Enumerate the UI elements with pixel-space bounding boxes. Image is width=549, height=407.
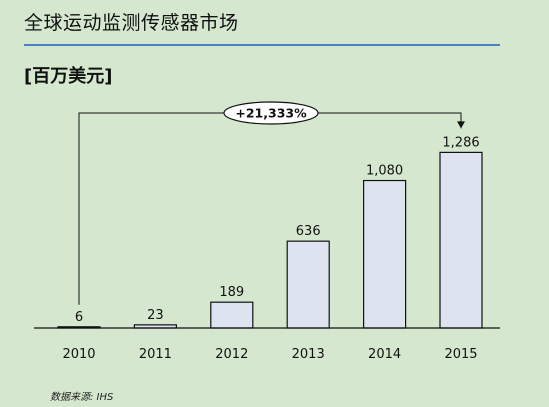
bar-2013: [286, 240, 330, 329]
value-label-2013: 636: [296, 224, 321, 239]
value-label-2015: 1,286: [442, 135, 479, 150]
value-label-2010: 6: [75, 310, 83, 325]
x-tick-2013: 2013: [292, 347, 325, 362]
x-tick-2010: 2010: [62, 347, 95, 362]
value-label-2014: 1,080: [366, 164, 403, 179]
bars-group: [57, 151, 483, 329]
bar-2014: [363, 179, 407, 329]
growth-badge-text: +21,333%: [235, 106, 307, 121]
value-labels-group: 6 23 189 636 1,080 1,286: [75, 135, 480, 324]
bar-2015: [439, 151, 483, 329]
title-divider: [24, 44, 500, 46]
x-tick-2014: 2014: [368, 347, 401, 362]
growth-badge: [223, 101, 319, 125]
x-tick-2012: 2012: [215, 347, 248, 362]
value-label-2011: 23: [147, 308, 164, 323]
x-tick-2015: 2015: [444, 347, 477, 362]
value-label-2012: 189: [219, 285, 244, 300]
page-title: 全球运动监测传感器市场: [24, 12, 239, 34]
unit-label: [百万美元]: [24, 66, 113, 87]
bar-2012: [210, 301, 254, 329]
x-ticks-group: 2010 2011 2012 2013 2014 2015: [62, 347, 477, 362]
x-tick-2011: 2011: [139, 347, 172, 362]
source-note: 数据来源: IHS: [50, 392, 114, 403]
growth-annotation: +21,333%: [78, 101, 465, 305]
growth-arrow-head: [457, 121, 465, 129]
